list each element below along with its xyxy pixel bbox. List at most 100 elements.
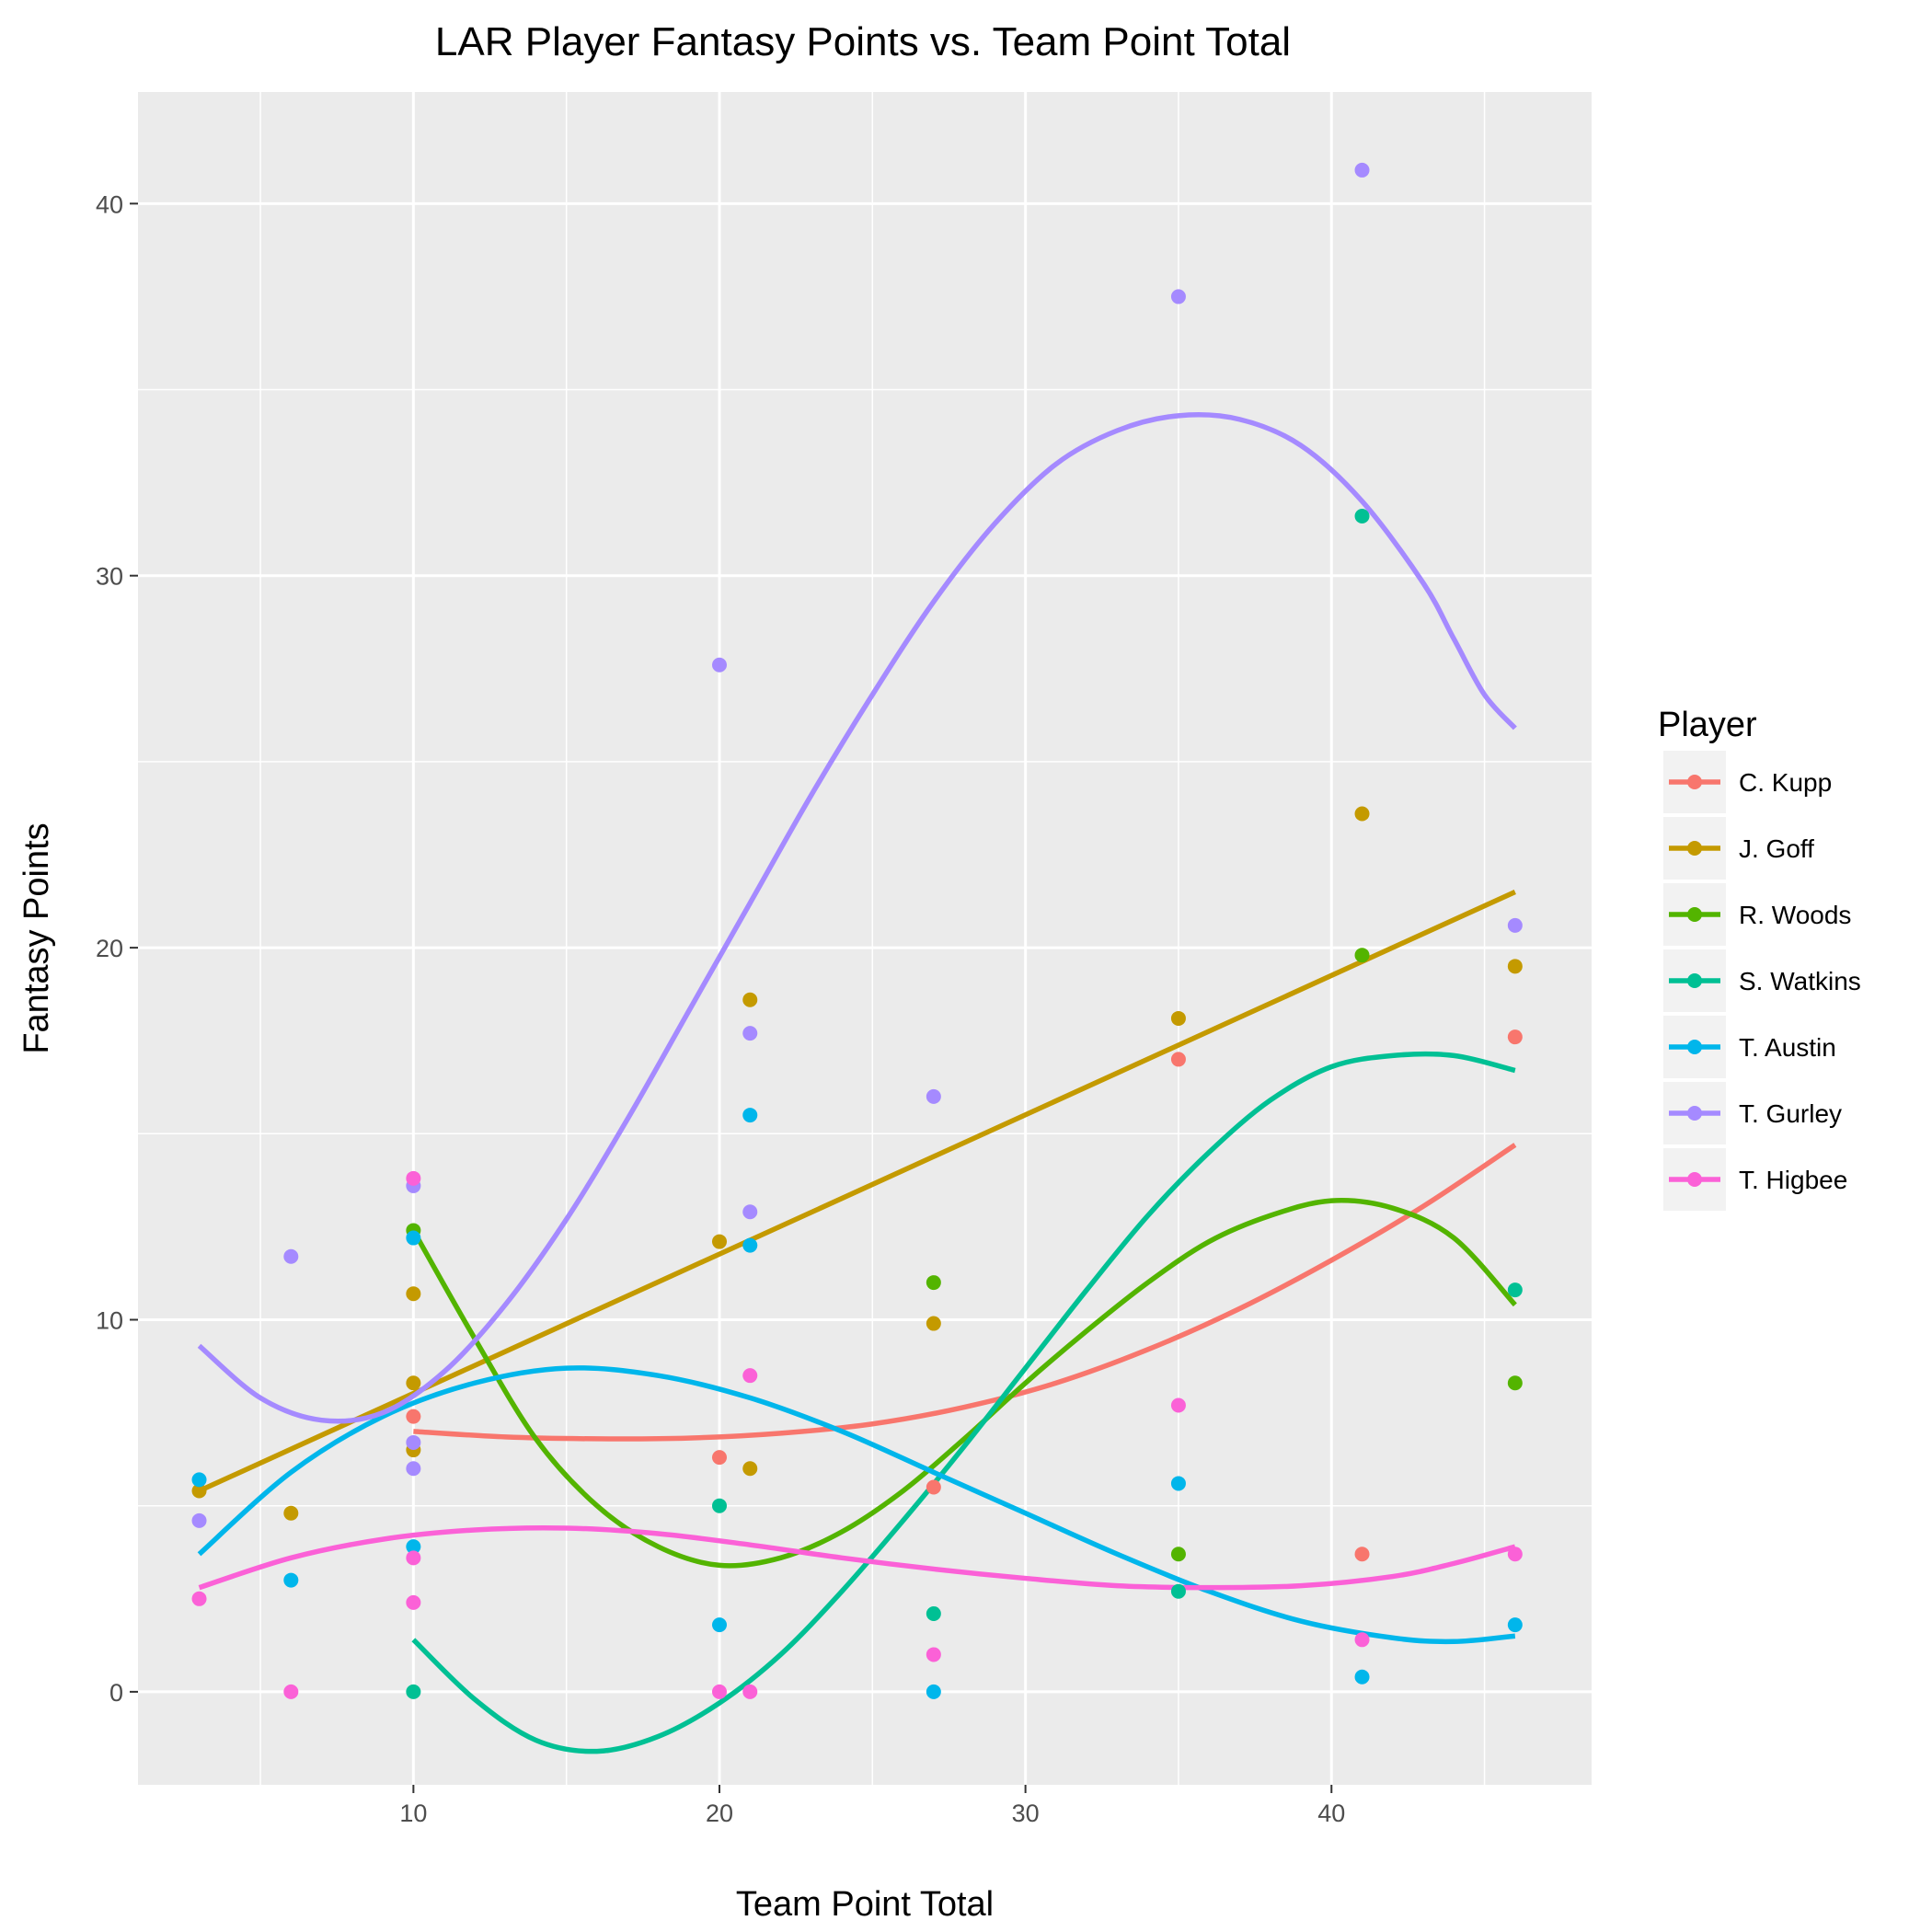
point-r-woods xyxy=(1170,1547,1186,1562)
plot-panel xyxy=(138,92,1592,1785)
y-tick-label: 10 xyxy=(96,1307,123,1335)
legend-item-r-woods: R. Woods xyxy=(1663,883,1851,946)
y-tick-label: 0 xyxy=(109,1679,123,1707)
legend-label: T. Higbee xyxy=(1739,1166,1847,1194)
point-t-higbee xyxy=(406,1550,421,1566)
chart-title: LAR Player Fantasy Points vs. Team Point… xyxy=(435,19,1291,64)
point-t-gurley xyxy=(712,657,727,673)
trend-line-s-watkins xyxy=(411,1051,1516,1754)
point-s-watkins xyxy=(1354,509,1370,524)
point-t-austin xyxy=(1170,1476,1186,1491)
point-t-austin xyxy=(191,1472,207,1488)
point-t-higbee xyxy=(406,1594,421,1610)
legend-key-point xyxy=(1687,841,1702,856)
trend-line-t-higbee xyxy=(198,1524,1516,1591)
point-t-higbee xyxy=(926,1647,941,1662)
point-t-austin xyxy=(1507,1617,1523,1633)
legend-key-point xyxy=(1687,1106,1702,1121)
legend-label: R. Woods xyxy=(1739,901,1851,929)
point-j-goff xyxy=(406,1375,421,1391)
legend-item-j-goff: J. Goff xyxy=(1663,817,1814,880)
point-j-goff xyxy=(406,1286,421,1302)
point-t-austin xyxy=(1354,1669,1370,1685)
point-t-gurley xyxy=(191,1512,207,1528)
point-s-watkins xyxy=(1507,1282,1523,1298)
point-t-gurley xyxy=(283,1248,299,1264)
y-tick-label: 20 xyxy=(96,935,123,962)
point-c-kupp xyxy=(712,1450,727,1466)
point-j-goff xyxy=(191,1483,207,1499)
data-points xyxy=(191,162,1523,1699)
legend-label: T. Austin xyxy=(1739,1033,1836,1062)
x-tick-label: 20 xyxy=(706,1800,733,1827)
point-t-higbee xyxy=(1507,1547,1523,1562)
legend-label: T. Gurley xyxy=(1739,1099,1842,1128)
point-r-woods xyxy=(926,1275,941,1291)
point-j-goff xyxy=(742,992,758,1007)
point-c-kupp xyxy=(1354,1547,1370,1562)
point-t-higbee xyxy=(406,1170,421,1186)
point-t-higbee xyxy=(742,1684,758,1699)
point-s-watkins xyxy=(926,1605,941,1621)
point-t-higbee xyxy=(1170,1397,1186,1413)
trend-line-r-woods xyxy=(410,1198,1517,1569)
legend-label: S. Watkins xyxy=(1739,967,1861,995)
point-t-gurley xyxy=(926,1088,941,1104)
legend-label: C. Kupp xyxy=(1739,768,1832,797)
point-s-watkins xyxy=(712,1498,727,1513)
legend-key-point xyxy=(1687,973,1702,988)
point-t-gurley xyxy=(406,1461,421,1477)
point-t-higbee xyxy=(1354,1632,1370,1648)
point-t-gurley xyxy=(742,1026,758,1041)
trend-lines xyxy=(197,412,1517,1754)
point-t-austin xyxy=(742,1108,758,1123)
point-c-kupp xyxy=(926,1479,941,1495)
point-t-austin xyxy=(283,1572,299,1588)
legend-item-s-watkins: S. Watkins xyxy=(1663,949,1861,1012)
point-j-goff xyxy=(1354,806,1370,822)
legend-key-point xyxy=(1687,775,1702,789)
point-t-gurley xyxy=(1170,289,1186,305)
legend-label: J. Goff xyxy=(1739,834,1814,863)
x-tick-label: 30 xyxy=(1012,1800,1040,1827)
point-t-gurley xyxy=(1507,917,1523,933)
x-axis: 10 20 30 40 xyxy=(399,1785,1345,1827)
point-t-gurley xyxy=(406,1434,421,1450)
point-j-goff xyxy=(1170,1010,1186,1026)
legend-key-point xyxy=(1687,1172,1702,1187)
legend: Player C. Kupp J. Goff R. Woods S. Watkins T… xyxy=(1658,706,1861,1211)
point-t-austin xyxy=(712,1617,727,1633)
legend-item-c-kupp: C. Kupp xyxy=(1663,751,1832,813)
legend-item-t-austin: T. Austin xyxy=(1663,1016,1836,1078)
point-t-higbee xyxy=(283,1684,299,1699)
point-j-goff xyxy=(283,1505,299,1521)
x-tick-label: 10 xyxy=(399,1800,427,1827)
point-c-kupp xyxy=(1170,1052,1186,1067)
grid-minor xyxy=(138,92,1592,1785)
point-j-goff xyxy=(712,1234,727,1249)
trend-line-c-kupp xyxy=(413,1143,1517,1442)
y-axis-title: Fantasy Points xyxy=(17,822,56,1053)
point-r-woods xyxy=(1354,948,1370,963)
legend-item-t-gurley: T. Gurley xyxy=(1663,1082,1842,1144)
legend-key-point xyxy=(1687,1040,1702,1054)
point-t-austin xyxy=(926,1684,941,1699)
point-t-higbee xyxy=(712,1684,727,1699)
y-tick-label: 30 xyxy=(96,563,123,591)
point-t-higbee xyxy=(742,1368,758,1384)
y-tick-label: 40 xyxy=(96,190,123,218)
point-j-goff xyxy=(926,1316,941,1331)
point-t-gurley xyxy=(742,1204,758,1220)
point-c-kupp xyxy=(406,1409,421,1424)
point-r-woods xyxy=(1507,1375,1523,1391)
point-t-austin xyxy=(406,1539,421,1555)
x-axis-title: Team Point Total xyxy=(736,1885,994,1924)
x-tick-label: 40 xyxy=(1317,1800,1345,1827)
point-s-watkins xyxy=(1170,1583,1186,1599)
legend-title: Player xyxy=(1658,706,1757,744)
legend-item-t-higbee: T. Higbee xyxy=(1663,1148,1847,1211)
trend-line-t-austin xyxy=(197,1365,1516,1645)
point-t-austin xyxy=(742,1237,758,1253)
point-t-gurley xyxy=(1354,162,1370,178)
